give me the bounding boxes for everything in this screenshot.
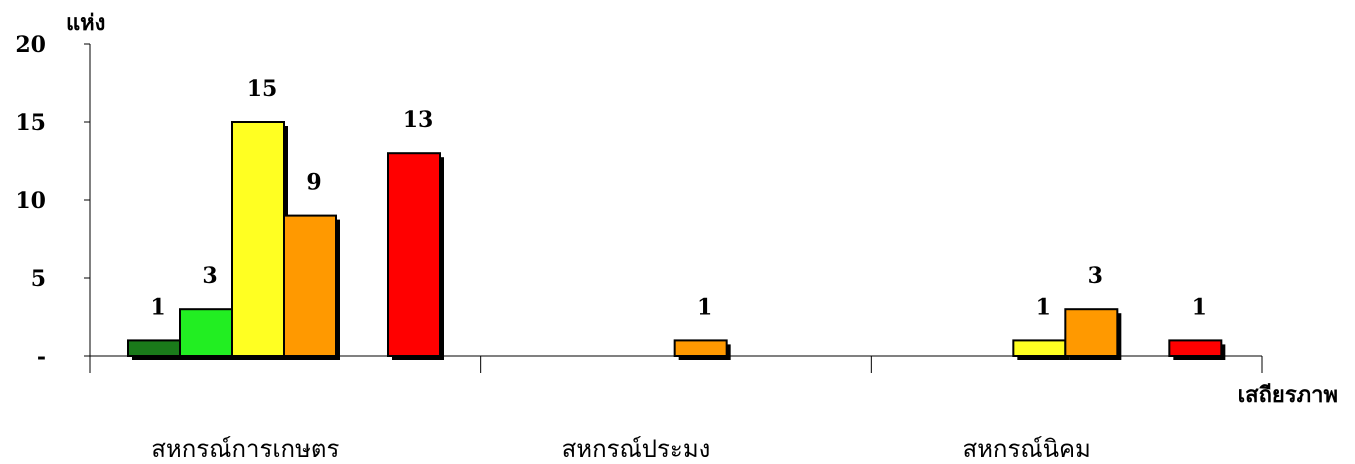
bar-data-label: 3	[1088, 263, 1103, 289]
category-label: สหกรณ์การเกษตร	[151, 435, 339, 463]
bar	[1012, 339, 1067, 357]
bar-data-label: 1	[1192, 294, 1207, 320]
bar-data-label: 1	[697, 294, 712, 320]
y-tick-label: 10	[15, 188, 46, 214]
bar	[1168, 339, 1223, 357]
bar	[1064, 308, 1119, 358]
bar	[283, 214, 337, 357]
bar	[231, 121, 285, 357]
y-tick-label: -	[37, 344, 46, 370]
bar-data-label: 9	[306, 170, 321, 196]
bar-data-label: 1	[150, 294, 165, 320]
bar-series-group	[127, 121, 1226, 360]
y-tick-label: 20	[15, 32, 46, 58]
bar	[673, 339, 728, 357]
bar	[127, 339, 181, 357]
y-axis-title: แห่ง	[66, 11, 105, 36]
y-tick-label: 15	[15, 110, 46, 136]
category-label: สหกรณ์นิคม	[962, 435, 1090, 463]
bar-data-label: 15	[247, 76, 278, 102]
category-label: สหกรณ์ประมง	[562, 435, 711, 463]
chart-axes: - 5 10 15 20 สหกรณ์การเกษตร สหกรณ์ประมง สหกรณ์น…	[15, 32, 1263, 463]
bar	[387, 152, 441, 357]
x-axis-title: เสถียรภาพ	[1238, 383, 1338, 408]
bar	[179, 308, 233, 358]
bar-data-label: 13	[403, 107, 434, 133]
bar-data-label: 1	[1036, 294, 1051, 320]
bar-data-label: 3	[202, 263, 217, 289]
y-tick-label: 5	[31, 266, 46, 292]
